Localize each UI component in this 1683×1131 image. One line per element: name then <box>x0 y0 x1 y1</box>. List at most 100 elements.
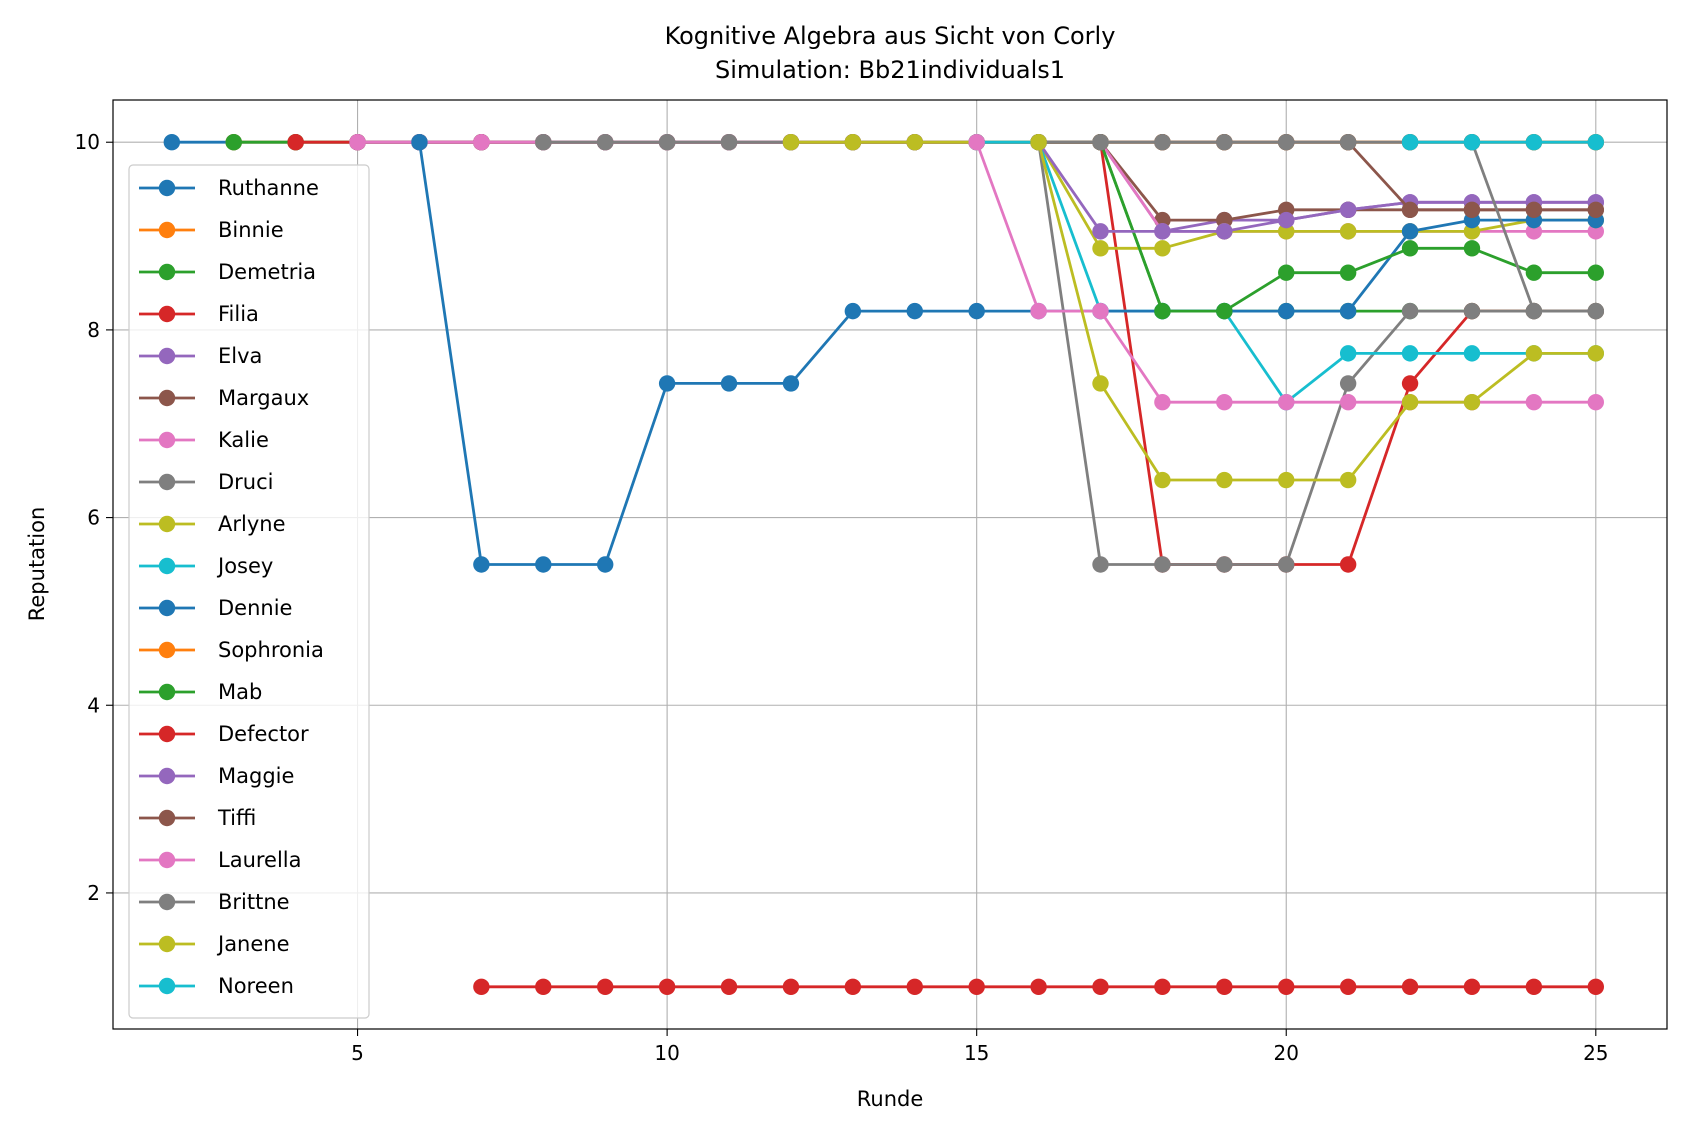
data-point <box>1216 302 1233 320</box>
data-point <box>1463 345 1481 362</box>
data-point <box>1154 134 1171 151</box>
legend-item: Sophronia <box>139 638 324 662</box>
legend-label: Arlyne <box>218 512 286 536</box>
data-point <box>1092 375 1109 392</box>
legend-item: Arlyne <box>139 512 286 536</box>
data-point <box>1339 201 1357 218</box>
x-tick-label: 10 <box>654 1041 679 1065</box>
data-point <box>535 134 552 151</box>
legend-swatch-marker <box>158 221 176 239</box>
data-point <box>782 978 800 995</box>
data-point <box>1216 211 1233 229</box>
series-janene <box>1030 134 1605 489</box>
data-point <box>1587 264 1605 281</box>
data-point <box>720 134 738 151</box>
legend-label: Druci <box>218 470 274 494</box>
x-tick-label: 5 <box>351 1041 364 1065</box>
legend-label: Noreen <box>218 974 294 998</box>
data-point <box>1401 302 1419 320</box>
series-defector <box>473 978 1605 995</box>
data-point <box>906 978 923 995</box>
legend-swatch-marker <box>158 641 176 659</box>
legend-label: Demetria <box>218 260 316 284</box>
legend-label: Filia <box>218 302 259 326</box>
legend-swatch-marker <box>158 893 176 911</box>
legend-swatch-marker <box>158 347 176 365</box>
data-point <box>968 302 985 320</box>
legend-item: Josey <box>139 554 273 578</box>
data-point <box>1092 556 1109 573</box>
legend-swatch-marker <box>158 599 176 617</box>
data-point <box>1339 134 1357 151</box>
data-point <box>720 978 738 995</box>
data-point <box>1525 345 1543 362</box>
data-point <box>473 134 490 151</box>
data-point <box>535 978 552 995</box>
data-point <box>844 978 862 995</box>
legend-item: Noreen <box>139 974 294 998</box>
legend-swatch-marker <box>158 977 176 995</box>
data-point <box>1525 978 1543 995</box>
x-tick-label: 20 <box>1274 1041 1299 1065</box>
legend-swatch-marker <box>158 809 176 827</box>
data-point <box>1525 201 1543 218</box>
legend-swatch-marker <box>158 515 176 533</box>
legend-item: Filia <box>139 302 259 326</box>
legend-label: Brittne <box>218 890 290 914</box>
data-point <box>1154 556 1171 573</box>
data-point <box>782 134 800 151</box>
legend-label: Margaux <box>218 386 309 410</box>
legend-item: Laurella <box>139 848 302 872</box>
data-point <box>1154 978 1171 995</box>
data-point <box>1339 471 1357 489</box>
data-point <box>1278 978 1295 995</box>
data-point <box>1401 240 1419 257</box>
data-point <box>473 978 490 995</box>
data-point <box>906 134 923 151</box>
x-tick-label: 15 <box>964 1041 989 1065</box>
legend-label: Tiffi <box>217 806 256 830</box>
data-point <box>1587 134 1605 151</box>
series-line <box>1037 141 1596 233</box>
y-tick-label: 2 <box>87 881 100 905</box>
legend-swatch-marker <box>158 935 176 953</box>
legend-swatch-marker <box>158 263 176 281</box>
legend: Ruthanne Binnie Demetria Filia Elva Margaux Ka… <box>128 164 370 1019</box>
data-point <box>1154 223 1171 240</box>
data-point <box>163 134 181 151</box>
legend-item: Binnie <box>139 218 284 242</box>
legend-label: Josey <box>216 554 273 578</box>
data-point <box>658 134 676 151</box>
data-point <box>1216 393 1233 411</box>
series-line <box>418 141 1596 566</box>
legend-label: Sophronia <box>218 638 324 662</box>
data-point <box>1092 223 1109 240</box>
legend-item: Defector <box>139 722 309 746</box>
data-point <box>1278 471 1295 489</box>
data-point <box>968 134 985 151</box>
data-point <box>844 302 862 320</box>
y-tick-label: 10 <box>75 130 100 154</box>
data-point <box>287 134 304 151</box>
legend-label: Ruthanne <box>218 176 319 200</box>
legend-swatch-marker <box>158 389 176 407</box>
legend-item: Brittne <box>139 890 290 914</box>
x-tick-label: 25 <box>1583 1041 1608 1065</box>
data-point <box>720 375 738 392</box>
series-dennie <box>411 134 1605 573</box>
data-point <box>1092 978 1109 995</box>
data-point <box>1587 345 1605 362</box>
data-point <box>1154 240 1171 257</box>
data-point <box>1154 471 1171 489</box>
data-point <box>1278 556 1295 573</box>
data-point <box>1587 223 1605 240</box>
legend-item: Tiffi <box>139 806 256 830</box>
series-line <box>790 140 1596 250</box>
data-point <box>1463 223 1481 240</box>
data-point <box>1339 556 1357 573</box>
data-point <box>1216 223 1233 240</box>
data-point <box>1030 134 1047 151</box>
data-point <box>1339 264 1357 281</box>
y-tick-label: 8 <box>87 318 100 342</box>
